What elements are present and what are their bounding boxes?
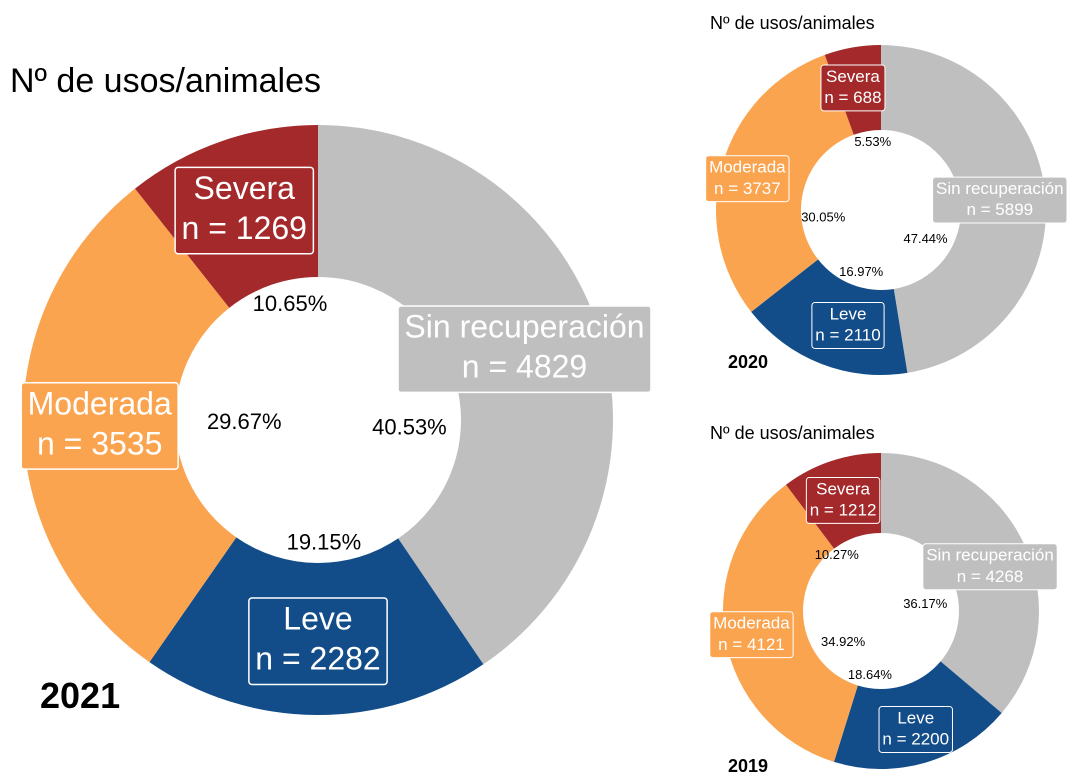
chart-title: Nº de usos/animales xyxy=(710,13,875,33)
label-box xyxy=(20,381,179,470)
slice-label: Leve n = 2200 xyxy=(878,706,953,753)
year-label: 2021 xyxy=(40,675,120,716)
label-box xyxy=(248,597,388,686)
percent-label: 16.97% xyxy=(839,264,884,279)
count-label: n = 1212 xyxy=(810,501,877,520)
category-label: Sin recuperación xyxy=(926,546,1054,565)
slice-label: Leve n = 2282 xyxy=(248,597,388,686)
category-label: Moderada xyxy=(709,158,786,177)
label-box xyxy=(705,155,790,203)
percent-label: 47.44% xyxy=(904,231,949,246)
year-label: 2019 xyxy=(728,756,768,776)
category-label: Severa xyxy=(816,479,870,498)
label-box xyxy=(709,611,794,659)
category-label: Leve xyxy=(283,601,352,637)
slice-label: Moderada n = 4121 xyxy=(709,611,794,659)
percent-label: 19.15% xyxy=(287,530,362,555)
label-box xyxy=(878,706,953,753)
slice-label: Leve n = 2110 xyxy=(811,302,885,349)
category-label: Moderada xyxy=(28,385,172,421)
count-label: n = 2110 xyxy=(815,326,880,345)
category-label: Severa xyxy=(826,67,880,86)
category-label: Severa xyxy=(194,170,296,206)
count-label: n = 4268 xyxy=(957,567,1024,586)
label-box xyxy=(820,64,886,112)
count-label: n = 4829 xyxy=(462,349,587,385)
percent-label: 5.53% xyxy=(854,134,891,149)
slice-label: Severa n = 688 xyxy=(820,64,886,112)
slice-label: Moderada n = 3535 xyxy=(20,381,179,470)
donut-slice xyxy=(318,125,613,665)
count-label: n = 2282 xyxy=(255,641,380,677)
category-label: Moderada xyxy=(713,614,790,633)
count-label: n = 688 xyxy=(824,88,881,107)
slice-label: Sin recuperación n = 4829 xyxy=(397,305,652,394)
percent-label: 36.17% xyxy=(903,596,948,611)
percent-label: 29.67% xyxy=(207,409,282,434)
slice-label: Severa n = 1269 xyxy=(174,166,315,255)
year-label: 2020 xyxy=(728,352,768,372)
percent-label: 10.27% xyxy=(815,547,860,562)
count-label: n = 3535 xyxy=(37,425,162,461)
category-label: Leve xyxy=(897,708,934,727)
label-box xyxy=(922,543,1058,591)
label-box xyxy=(811,302,885,349)
label-box xyxy=(805,476,881,524)
percent-label: 34.92% xyxy=(821,634,866,649)
category-label: Sin recuperación xyxy=(936,179,1064,198)
slice-label: Severa n = 1212 xyxy=(805,476,881,524)
count-label: n = 3737 xyxy=(714,179,781,198)
label-box xyxy=(397,305,652,394)
slice-label: Sin recuperación n = 5899 xyxy=(932,176,1068,224)
percent-label: 18.64% xyxy=(848,667,893,682)
category-label: Sin recuperación xyxy=(404,309,644,345)
percent-label: 40.53% xyxy=(372,415,447,440)
label-box xyxy=(174,166,315,255)
percent-label: 10.65% xyxy=(253,291,328,316)
chart-title: Nº de usos/animales xyxy=(710,423,875,443)
count-label: n = 2200 xyxy=(882,730,949,749)
category-label: Leve xyxy=(830,304,867,323)
count-label: n = 4121 xyxy=(718,635,785,654)
slice-label: Moderada n = 3737 xyxy=(705,155,790,203)
label-box xyxy=(932,176,1068,224)
count-label: n = 1269 xyxy=(182,210,307,246)
count-label: n = 5899 xyxy=(966,200,1033,219)
chart-title: Nº de usos/animales xyxy=(10,62,321,100)
percent-label: 30.05% xyxy=(801,210,846,225)
slice-label: Sin recuperación n = 4268 xyxy=(922,543,1058,591)
